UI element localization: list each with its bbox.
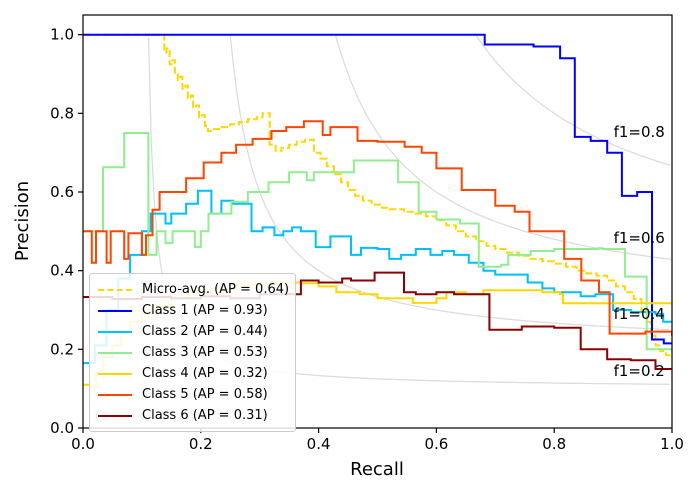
x-axis-label: Recall [350,459,404,480]
curve-class-3 [83,132,672,352]
legend-item-class-1: Class 1 (AP = 0.93) [98,300,287,321]
axis-ticks: 0.0 0.2 0.4 0.6 0.8 1.0 0.0 0.2 0.4 0.6 0.8 1.0 [50,26,684,453]
curve-class-2 [83,189,672,365]
legend-item-class-3: Class 3 (AP = 0.53) [98,342,287,363]
legend-line-swatch [98,372,132,375]
x-tick-label: 0.6 [424,435,448,453]
x-tick-label: 0.4 [307,435,331,453]
x-tick-label: 0.0 [71,435,95,453]
curve-class-5 [83,120,672,336]
legend-item-micro-avg: Micro-avg. (AP = 0.64) [98,279,290,300]
iso-f1-curve [475,34,671,166]
axes-frame [82,14,673,429]
legend-item-class-5: Class 5 (AP = 0.58) [98,384,287,405]
curve-class-1 [83,33,672,345]
y-axis-label: Precision [12,181,33,261]
legend: Micro-avg. (AP = 0.64) Class 1 (AP = 0.93… [89,273,296,432]
x-tick-label: 0.8 [542,435,566,453]
legend-label: Class 3 (AP = 0.53) [142,345,268,360]
f1-annotations: f1=0.2 f1=0.4 f1=0.6 f1=0.8 [614,123,665,380]
legend-line-swatch [98,330,132,333]
y-tick-label: 0.0 [50,419,74,437]
legend-line-swatch [98,393,132,396]
iso-f1-curve [334,34,672,260]
legend-label: Class 2 (AP = 0.44) [142,324,268,339]
legend-item-class-6: Class 6 (AP = 0.31) [98,405,287,426]
legend-item-class-2: Class 2 (AP = 0.44) [98,321,287,342]
legend-item-class-4: Class 4 (AP = 0.32) [98,363,287,384]
iso-f1-curve [229,35,670,331]
y-tick-label: 1.0 [50,26,74,44]
legend-line-swatch [98,288,132,291]
f1-annotation: f1=0.2 [614,362,665,380]
legend-line-swatch [98,309,132,312]
x-tick-label: 1.0 [660,435,684,453]
y-tick-label: 0.8 [50,104,74,122]
f1-annotation: f1=0.6 [614,229,665,247]
legend-line-swatch [98,414,132,417]
y-tick-label: 0.4 [50,262,74,280]
legend-label: Micro-avg. (AP = 0.64) [142,282,290,297]
legend-label: Class 4 (AP = 0.32) [142,366,268,381]
curve-micro-avg [83,33,672,358]
x-tick-label: 0.2 [189,435,213,453]
f1-annotation: f1=0.8 [614,123,665,141]
y-tick-label: 0.2 [50,340,74,358]
legend-label: Class 1 (AP = 0.93) [142,303,268,318]
legend-label: Class 5 (AP = 0.58) [142,387,268,402]
f1-annotation: f1=0.4 [614,305,665,323]
legend-line-swatch [98,351,132,354]
legend-label: Class 6 (AP = 0.31) [142,408,268,423]
y-tick-label: 0.6 [50,183,74,201]
